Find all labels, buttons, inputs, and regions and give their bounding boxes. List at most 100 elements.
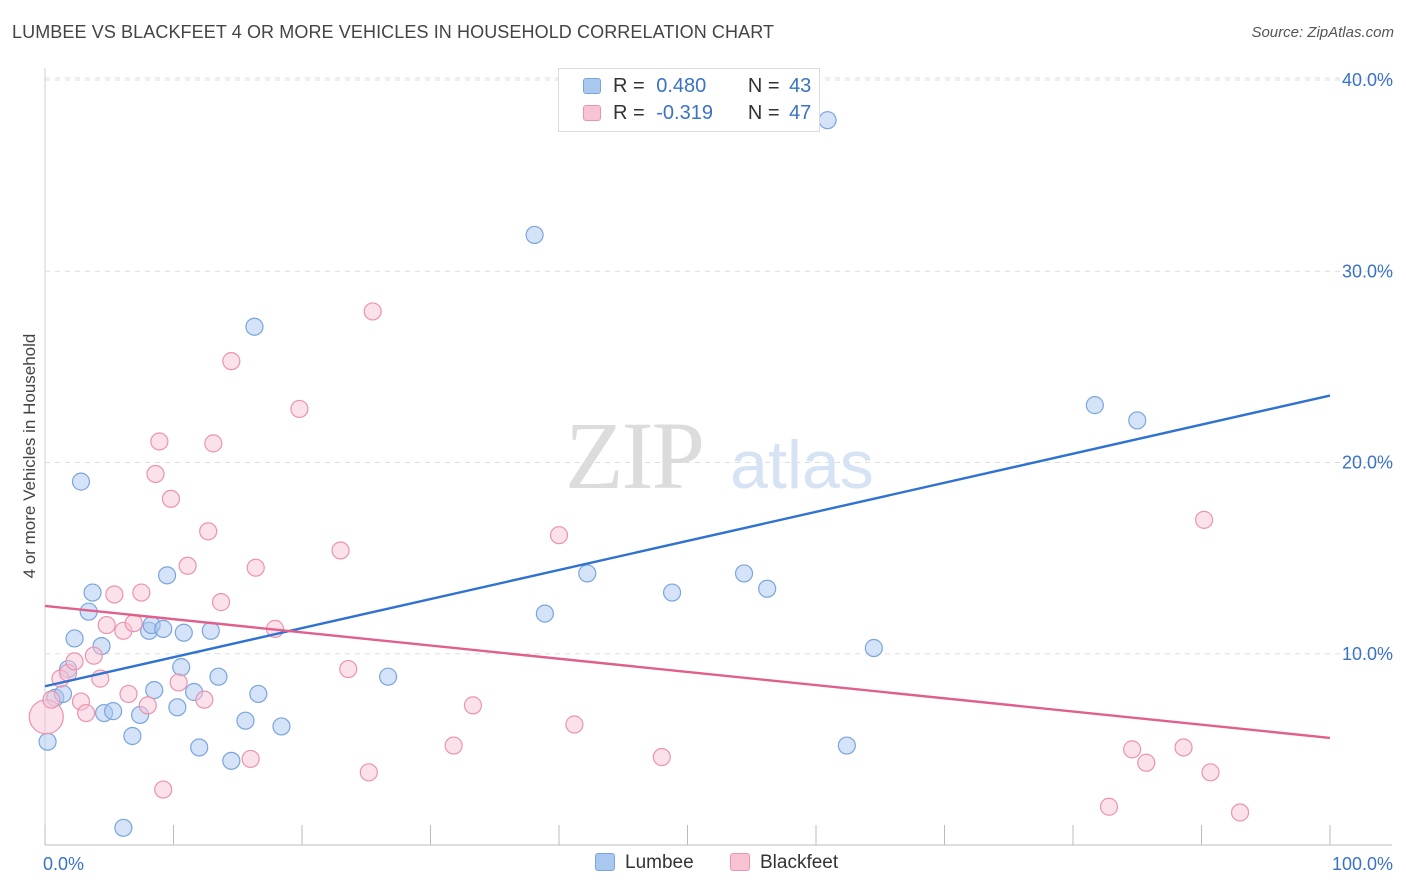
lumbee-point [525, 225, 544, 245]
series-legend-lumbee: Lumbee [595, 852, 694, 874]
lumbee-point [1085, 396, 1104, 415]
blackfeet-point [42, 690, 61, 709]
blackfeet-point [241, 749, 260, 769]
blackfeet-point [339, 659, 358, 679]
legend-row-lumbee: R = 0.480 N = 43 [583, 75, 811, 101]
blackfeet-point [199, 522, 218, 541]
blackfeet-point [169, 673, 188, 692]
legend-row-blackfeet: R = -0.319 N = 47 [583, 102, 811, 128]
legend-n-value: 47 [789, 102, 812, 124]
blackfeet-point [1123, 740, 1142, 759]
y-tick-label: 20.0% [1342, 453, 1393, 473]
blackfeet-point [124, 614, 143, 633]
blackfeet-point [549, 526, 569, 545]
blackfeet-point [222, 352, 241, 371]
blackfeet-point [195, 690, 214, 709]
blackfeet-point [204, 434, 223, 453]
series-swatch-lumbee [595, 853, 615, 871]
lumbee-point [168, 698, 187, 717]
blackfeet-point [84, 646, 103, 665]
blackfeet-point [132, 583, 151, 602]
blackfeet-point [211, 593, 231, 612]
lumbee-point [578, 564, 597, 583]
legend-n-label: N = [747, 75, 780, 97]
blackfeet-point [463, 696, 483, 715]
blackfeet-point [77, 703, 96, 723]
lumbee-point [535, 604, 554, 623]
lumbee-point [378, 667, 398, 686]
legend-r-label: R = [613, 102, 645, 124]
lumbee-point [201, 621, 220, 640]
lumbee-point [734, 564, 754, 583]
chart-title: LUMBEE VS BLACKFEET 4 OR MORE VEHICLES I… [12, 22, 775, 42]
lumbee-point [38, 732, 57, 751]
blackfeet-point [1174, 738, 1193, 757]
blackfeet-point [652, 747, 671, 767]
blackfeet-point [1099, 797, 1119, 816]
lumbee-point [145, 680, 164, 700]
blackfeet-point [1194, 510, 1214, 529]
lumbee-point [272, 717, 291, 736]
blackfeet-point [161, 489, 181, 508]
blackfeet-point [1230, 803, 1250, 822]
y-tick-label: 40.0% [1342, 70, 1393, 90]
blackfeet-point [138, 696, 157, 715]
lumbee-point [222, 751, 241, 770]
stats-legend: R = 0.480 N = 43 R = -0.319 N = 47 [558, 68, 820, 132]
lumbee-point [104, 702, 123, 721]
blackfeet-point [444, 736, 463, 755]
blackfeet-point [246, 558, 265, 577]
lumbee-point [114, 818, 133, 837]
lumbee-point [154, 619, 173, 638]
blackfeet-point [290, 399, 309, 419]
lumbee-point [236, 711, 255, 730]
watermark-atlas: atlas [730, 427, 874, 503]
blackfeet-point [119, 684, 138, 704]
lumbee-point [83, 583, 102, 602]
blackfeet-point [65, 652, 84, 671]
blackfeet-point [363, 302, 382, 321]
lumbee-point [157, 566, 177, 585]
lumbee-point [190, 738, 209, 757]
blackfeet-point [154, 780, 173, 799]
lumbee-point [758, 579, 777, 598]
legend-r-label: R = [613, 75, 645, 97]
lumbee-point [172, 658, 191, 677]
source-label: Source: ZipAtlas.com [1251, 24, 1394, 41]
tick-labels: 10.0% 20.0% 30.0% 40.0% 0.0% 100.0% [43, 70, 1393, 874]
lumbee-point [837, 736, 856, 755]
lumbee-point [123, 726, 142, 746]
data-points [28, 111, 1250, 837]
blackfeet-point [105, 585, 124, 604]
y-tick-label: 30.0% [1342, 261, 1393, 281]
legend-n-label: N = [747, 102, 780, 124]
lumbee-trend-line [44, 394, 1331, 688]
legend-n-value: 43 [789, 75, 812, 97]
blackfeet-point [331, 541, 350, 560]
lumbee-point [662, 583, 682, 602]
blackfeet-point [150, 432, 169, 451]
legend-r-value: 0.480 [656, 75, 707, 97]
legend-swatch-blackfeet [583, 105, 601, 121]
lumbee-point [818, 111, 837, 130]
legend-swatch-lumbee [583, 78, 601, 94]
blackfeet-point [178, 556, 197, 575]
series-swatch-blackfeet [730, 853, 750, 871]
blackfeet-point [359, 763, 378, 782]
blackfeet-point [146, 464, 165, 484]
lumbee-point [71, 472, 91, 491]
lumbee-point [1128, 411, 1147, 430]
lumbee-point [65, 629, 84, 648]
lumbee-point [245, 317, 264, 336]
series-legend: Lumbee Blackfeet [0, 852, 1406, 878]
watermark: ZIP atlas [565, 402, 874, 509]
y-tick-label: 10.0% [1342, 644, 1393, 664]
lumbee-point [174, 623, 193, 642]
legend-r-value: -0.319 [656, 102, 713, 124]
series-legend-label: Blackfeet [760, 852, 839, 873]
blackfeet-point [565, 715, 584, 734]
series-legend-blackfeet: Blackfeet [730, 852, 838, 874]
blackfeet-point [1137, 753, 1156, 772]
trend-lines [44, 394, 1331, 740]
